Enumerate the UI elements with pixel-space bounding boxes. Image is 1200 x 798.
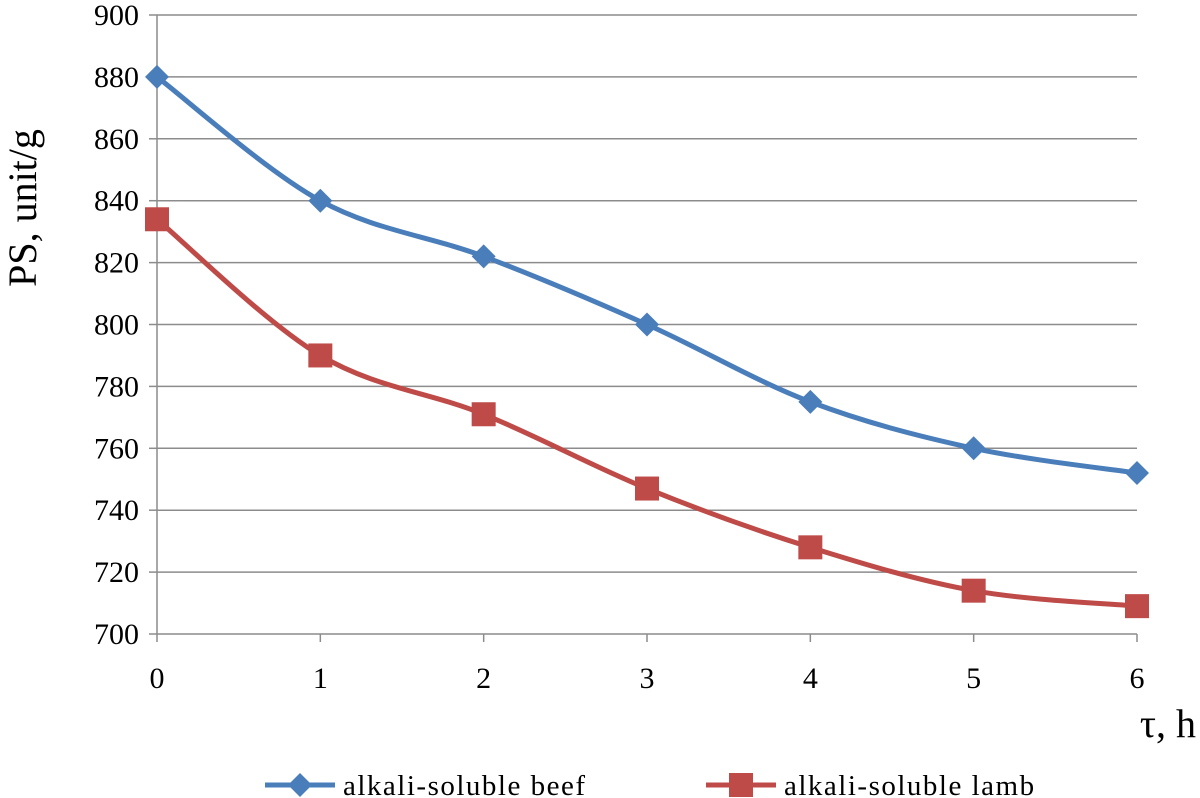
series-2 bbox=[145, 207, 1149, 619]
y-tick-label: 860 bbox=[94, 123, 139, 156]
data-point bbox=[798, 389, 823, 414]
data-point bbox=[635, 476, 659, 501]
data-point bbox=[961, 578, 986, 603]
y-tick-label: 780 bbox=[94, 370, 139, 403]
data-point bbox=[798, 535, 823, 560]
series-line bbox=[155, 217, 1138, 609]
data-point bbox=[471, 402, 496, 427]
y-tick-label: 880 bbox=[94, 61, 139, 94]
x-tick-label: 1 bbox=[313, 662, 328, 695]
data-point bbox=[961, 436, 986, 461]
legend-label: alkali-soluble beef bbox=[343, 770, 587, 798]
data-point bbox=[1125, 461, 1149, 486]
x-tick-label: 3 bbox=[640, 662, 655, 695]
y-tick-label: 820 bbox=[94, 247, 139, 280]
x-tick-labels: 0 1 2 3 4 5 6 bbox=[150, 662, 1145, 695]
x-tick-label: 0 bbox=[150, 662, 165, 695]
data-point bbox=[308, 188, 333, 213]
x-tick-label: 5 bbox=[966, 662, 981, 695]
data-point bbox=[145, 207, 169, 232]
series-line bbox=[155, 74, 1138, 476]
data-point bbox=[635, 312, 659, 337]
y-axis-title: PS, unit/g bbox=[0, 129, 45, 287]
legend-label: alkali-soluble lamb bbox=[784, 770, 1036, 798]
legend-swatch-marker bbox=[729, 773, 753, 797]
y-tick-label: 840 bbox=[94, 185, 139, 218]
legend: alkali-soluble beef alkali-soluble lamb bbox=[265, 770, 1036, 798]
data-point bbox=[308, 343, 333, 368]
y-tick-label: 760 bbox=[94, 432, 139, 465]
x-axis-title: τ, h bbox=[1140, 701, 1196, 746]
axes bbox=[149, 14, 1138, 642]
y-tick-label: 720 bbox=[94, 556, 139, 589]
data-point bbox=[1125, 594, 1149, 619]
legend-item-2: alkali-soluble lamb bbox=[706, 770, 1036, 798]
y-tick-label: 900 bbox=[94, 0, 139, 32]
y-tick-labels: 700 720 740 760 780 800 820 840 860 880 900 bbox=[94, 0, 139, 651]
series-group bbox=[145, 64, 1149, 619]
x-tick-label: 2 bbox=[476, 662, 491, 695]
legend-item-1: alkali-soluble beef bbox=[265, 770, 587, 798]
legend-swatch-marker bbox=[288, 773, 312, 797]
y-tick-label: 800 bbox=[94, 309, 139, 342]
y-tick-label: 740 bbox=[94, 494, 139, 527]
data-point bbox=[471, 244, 496, 269]
y-tick-label: 700 bbox=[94, 618, 139, 651]
series-1 bbox=[145, 64, 1149, 486]
x-tick-label: 6 bbox=[1130, 662, 1145, 695]
x-tick-label: 4 bbox=[803, 662, 818, 695]
data-point bbox=[145, 64, 169, 89]
